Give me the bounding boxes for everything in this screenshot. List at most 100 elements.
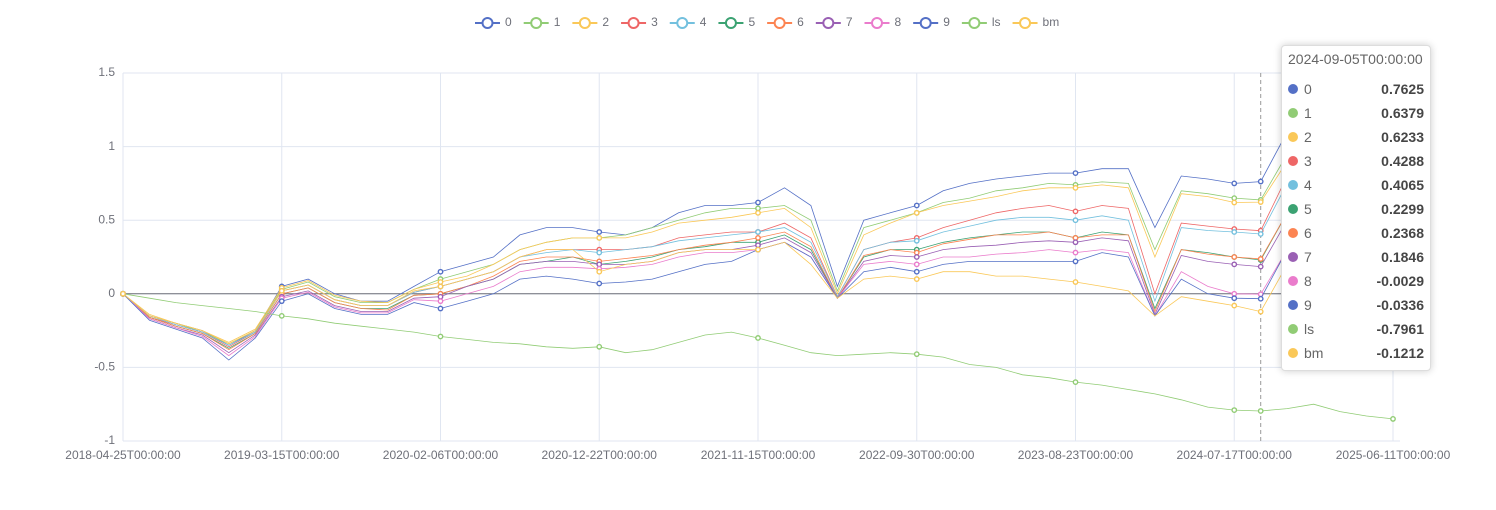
legend-label: 3 (651, 15, 658, 29)
tooltip-dot (1288, 300, 1298, 310)
legend-label: 7 (846, 15, 853, 29)
point (1257, 256, 1264, 262)
x-tick-label: 2019-03-15T00:00:00 (224, 448, 340, 462)
legend-item[interactable]: 2 (572, 15, 609, 29)
point (437, 305, 444, 312)
y-tick-label: 0 (108, 286, 115, 300)
tooltip-name: 4 (1304, 177, 1312, 193)
point (1231, 261, 1238, 268)
tooltip-dot (1288, 348, 1298, 358)
point (278, 287, 285, 294)
tooltip-value: 0.6379 (1381, 105, 1424, 121)
legend-item[interactable]: 7 (815, 15, 853, 29)
y-tick-label: 0.5 (98, 212, 115, 226)
point (1072, 170, 1079, 176)
tooltip-row: 8 -0.0029 (1288, 269, 1424, 293)
y-tick-label: 1.5 (98, 65, 115, 79)
legend-label: 2 (602, 15, 609, 29)
tooltip-row: ls -0.7961 (1288, 317, 1424, 341)
x-tick-label: 2024-07-17T00:00:00 (1177, 448, 1293, 462)
point (1257, 199, 1264, 205)
legend-item[interactable]: 3 (621, 15, 658, 29)
tooltip-row: 1 0.6379 (1288, 101, 1424, 125)
tooltip-dot (1288, 252, 1298, 262)
series-line (122, 241, 1288, 357)
tooltip-title: 2024-09-05T00:00:00 (1288, 51, 1423, 67)
point (1072, 279, 1079, 285)
x-tick-label: 2020-02-06T00:00:00 (383, 448, 499, 462)
tooltip-dot (1288, 108, 1298, 118)
tooltip-dot (1288, 180, 1298, 190)
tooltip-dot (1288, 276, 1298, 286)
y-tick-label: 1 (108, 139, 115, 153)
legend-label: 9 (943, 15, 950, 29)
tooltip-row: 4 0.4065 (1288, 173, 1424, 197)
legend-item[interactable]: bm (1012, 15, 1060, 29)
point (1257, 263, 1264, 270)
legend-icon (481, 17, 494, 29)
legend-icon (627, 17, 640, 29)
series-line (122, 131, 1288, 346)
point (913, 268, 920, 275)
tooltip-value: 0.7625 (1381, 81, 1424, 97)
point (437, 333, 444, 340)
point (913, 237, 920, 244)
legend-item[interactable]: 0 (475, 15, 512, 29)
x-tick-label: 2021-11-15T00:00:00 (701, 448, 816, 462)
legend-icon (919, 17, 932, 29)
point (913, 261, 920, 268)
point (755, 229, 761, 235)
series-line (122, 241, 1288, 345)
point (596, 343, 603, 350)
series-line (122, 175, 1288, 348)
legend-item[interactable]: 6 (767, 15, 804, 29)
tooltip-row: 6 0.2368 (1288, 221, 1424, 245)
point (755, 209, 761, 216)
tooltip-dot (1288, 84, 1298, 94)
tooltip-row: 7 0.1846 (1288, 245, 1424, 269)
point (1231, 229, 1238, 235)
point (913, 254, 920, 260)
legend-item[interactable]: 5 (718, 15, 755, 29)
legend-label: 5 (748, 15, 755, 29)
tooltip-value: 0.6233 (1381, 129, 1424, 145)
point (1072, 249, 1079, 256)
point (1231, 407, 1238, 413)
legend-item[interactable]: 9 (913, 15, 950, 29)
point (1072, 258, 1079, 265)
legend-label: 1 (554, 15, 561, 29)
tooltip-name: 3 (1304, 153, 1312, 169)
legend-item[interactable]: 4 (669, 15, 707, 29)
legend-item[interactable]: ls (961, 15, 1001, 29)
legend-item[interactable]: 1 (523, 15, 561, 29)
point (1257, 408, 1264, 414)
legend-label: 8 (895, 15, 902, 29)
legend-icon (1019, 17, 1032, 29)
tooltip-value: 0.4065 (1381, 177, 1424, 193)
tooltip-name: 8 (1304, 273, 1312, 289)
point (1257, 308, 1264, 315)
point (596, 234, 603, 241)
point (1231, 199, 1238, 206)
point (1072, 239, 1079, 246)
legend-item[interactable]: 8 (864, 15, 902, 29)
point (1231, 180, 1238, 187)
tooltip-row: 0 0.7625 (1288, 77, 1424, 101)
tooltip-dot (1288, 228, 1298, 238)
legend-label: 6 (797, 15, 804, 29)
point (596, 268, 603, 275)
series-line (122, 161, 1288, 343)
point (1257, 178, 1264, 185)
tooltip-name: 6 (1304, 225, 1312, 241)
x-tick-label: 2025-06-11T00:00:00 (1336, 448, 1451, 462)
point (437, 283, 444, 290)
point (278, 312, 285, 319)
point (1072, 208, 1079, 215)
y-tick-label: -0.5 (94, 360, 115, 374)
point (120, 290, 126, 297)
tooltip-dot (1288, 204, 1298, 214)
legend-icon (676, 17, 689, 29)
point (596, 229, 603, 235)
point (437, 268, 444, 275)
